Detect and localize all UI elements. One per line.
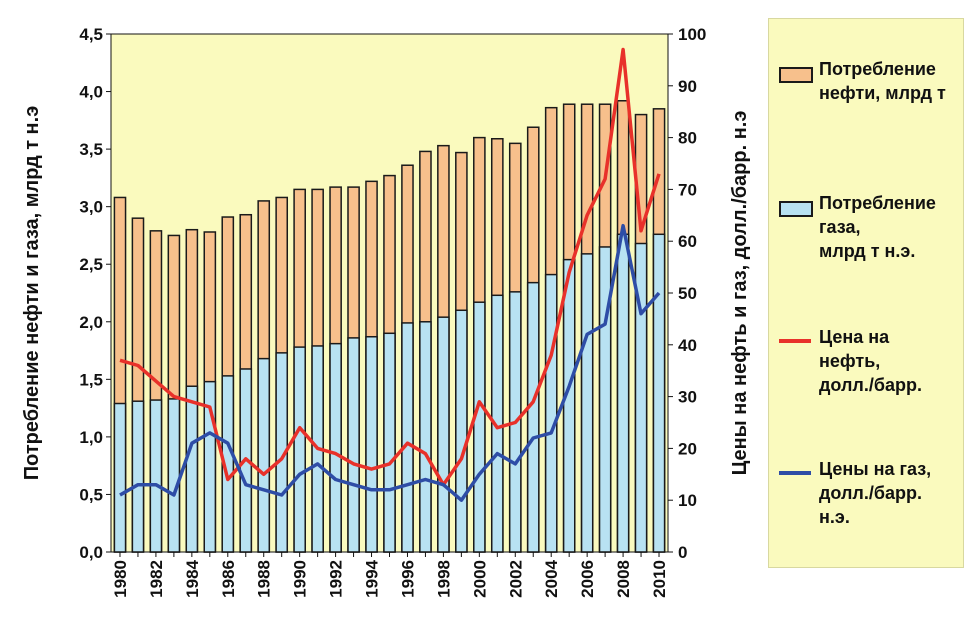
right-tick-label: 90 bbox=[678, 77, 697, 96]
left-tick-label: 2,0 bbox=[79, 313, 103, 332]
oil-price-line bbox=[119, 47, 661, 487]
x-tick-label: 1984 bbox=[183, 559, 202, 597]
gas-consumption-bar bbox=[580, 253, 594, 553]
gas-consumption-bar bbox=[473, 301, 486, 553]
x-axis-ticks: 1980 1982 1984 1986 1988 1990 1992 1994 1996 1998… bbox=[111, 552, 669, 598]
gas-consumption-bar bbox=[419, 321, 432, 553]
right-tick-label: 80 bbox=[678, 129, 697, 148]
left-tick-label: 1,5 bbox=[79, 370, 103, 389]
legend-swatch-gas-consumption bbox=[779, 201, 813, 217]
gas-consumption-bar bbox=[562, 258, 576, 553]
right-tick-label: 70 bbox=[678, 180, 697, 199]
gas-consumption-bar bbox=[544, 273, 558, 553]
gas-consumption-bar bbox=[401, 322, 414, 553]
gas-consumption-bar bbox=[598, 246, 612, 553]
x-tick-label: 1982 bbox=[147, 560, 166, 598]
right-tick-label: 20 bbox=[678, 439, 697, 458]
legend-swatch-oil-consumption bbox=[779, 67, 813, 83]
x-tick-label: 1992 bbox=[327, 560, 346, 598]
gas-consumption-bar bbox=[437, 316, 450, 553]
gas-consumption-bar bbox=[383, 332, 396, 553]
gas-consumption-bar bbox=[347, 337, 360, 553]
gas-consumption-bar bbox=[149, 399, 163, 553]
left-tick-label: 3,0 bbox=[79, 198, 103, 217]
legend-label-oil-consumption: Потребление нефти, млрд т bbox=[819, 59, 946, 103]
legend-label-gas-price: Цены на газ, долл./барр. н.э. bbox=[819, 459, 932, 527]
left-tick-label: 4,5 bbox=[79, 25, 103, 44]
right-tick-label: 50 bbox=[678, 284, 697, 303]
left-tick-label: 4,0 bbox=[79, 83, 103, 102]
gas-consumption-bar bbox=[652, 233, 666, 553]
x-tick-label: 1990 bbox=[291, 560, 310, 598]
gas-consumption-bar bbox=[329, 342, 342, 553]
gas-consumption-bar bbox=[455, 309, 468, 553]
x-tick-label: 1988 bbox=[255, 560, 274, 598]
gas-consumption-bar bbox=[365, 335, 378, 553]
right-tick-label: 100 bbox=[678, 25, 706, 44]
legend-swatch-gas-price bbox=[779, 471, 811, 475]
gas-consumption-bar bbox=[185, 385, 199, 553]
x-tick-label: 1996 bbox=[398, 560, 417, 598]
left-tick-label: 0,0 bbox=[79, 543, 103, 562]
x-tick-label: 2006 bbox=[578, 560, 597, 598]
right-tick-label: 60 bbox=[678, 232, 697, 251]
right-axis-ticks: 0 10 20 30 40 50 60 70 80 90 100 bbox=[668, 25, 706, 562]
right-tick-label: 30 bbox=[678, 388, 697, 407]
gas-price-line bbox=[119, 223, 661, 502]
x-tick-label: 1994 bbox=[363, 559, 382, 597]
left-tick-label: 2,5 bbox=[79, 255, 103, 274]
gas-consumption-bar bbox=[526, 281, 540, 553]
x-tick-label: 1980 bbox=[111, 560, 130, 598]
x-tick-label: 1998 bbox=[434, 560, 453, 598]
legend: Потребление нефти, млрд т Потребление га… bbox=[768, 18, 964, 568]
left-tick-label: 1,0 bbox=[79, 428, 103, 447]
gas-consumption-bar bbox=[257, 357, 271, 553]
gas-consumption-bar bbox=[616, 233, 630, 553]
right-tick-label: 10 bbox=[678, 491, 697, 510]
x-tick-label: 2008 bbox=[614, 560, 633, 598]
gas-consumption-bar bbox=[113, 402, 127, 553]
x-tick-label: 1986 bbox=[219, 560, 238, 598]
gas-consumption-bar bbox=[167, 398, 181, 553]
gas-consumption-bar bbox=[293, 346, 306, 553]
right-axis-label: Цены на нефть и газ, долл./барр. н.э bbox=[729, 111, 751, 476]
right-tick-label: 0 bbox=[678, 543, 687, 562]
left-axis-ticks: 0,0 0,5 1,0 1,5 2,0 2,5 3,0 3,5 4,0 4,5 bbox=[79, 25, 111, 562]
x-tick-label: 2004 bbox=[542, 559, 561, 597]
x-tick-label: 2002 bbox=[506, 560, 525, 598]
x-tick-label: 2010 bbox=[650, 560, 669, 598]
legend-swatch-oil-price bbox=[779, 339, 811, 343]
x-tick-label: 2000 bbox=[470, 560, 489, 598]
legend-label-gas-consumption: Потребление газа, млрд т н.э. bbox=[819, 193, 936, 261]
legend-label-oil-price: Цена на нефть, долл./барр. bbox=[819, 327, 922, 395]
gas-consumption-bar bbox=[131, 400, 145, 553]
left-tick-label: 0,5 bbox=[79, 485, 103, 504]
left-tick-label: 3,5 bbox=[79, 140, 103, 159]
left-axis-label: Потребление нефти и газа, млрд т н.э bbox=[21, 106, 43, 481]
right-tick-label: 40 bbox=[678, 336, 697, 355]
